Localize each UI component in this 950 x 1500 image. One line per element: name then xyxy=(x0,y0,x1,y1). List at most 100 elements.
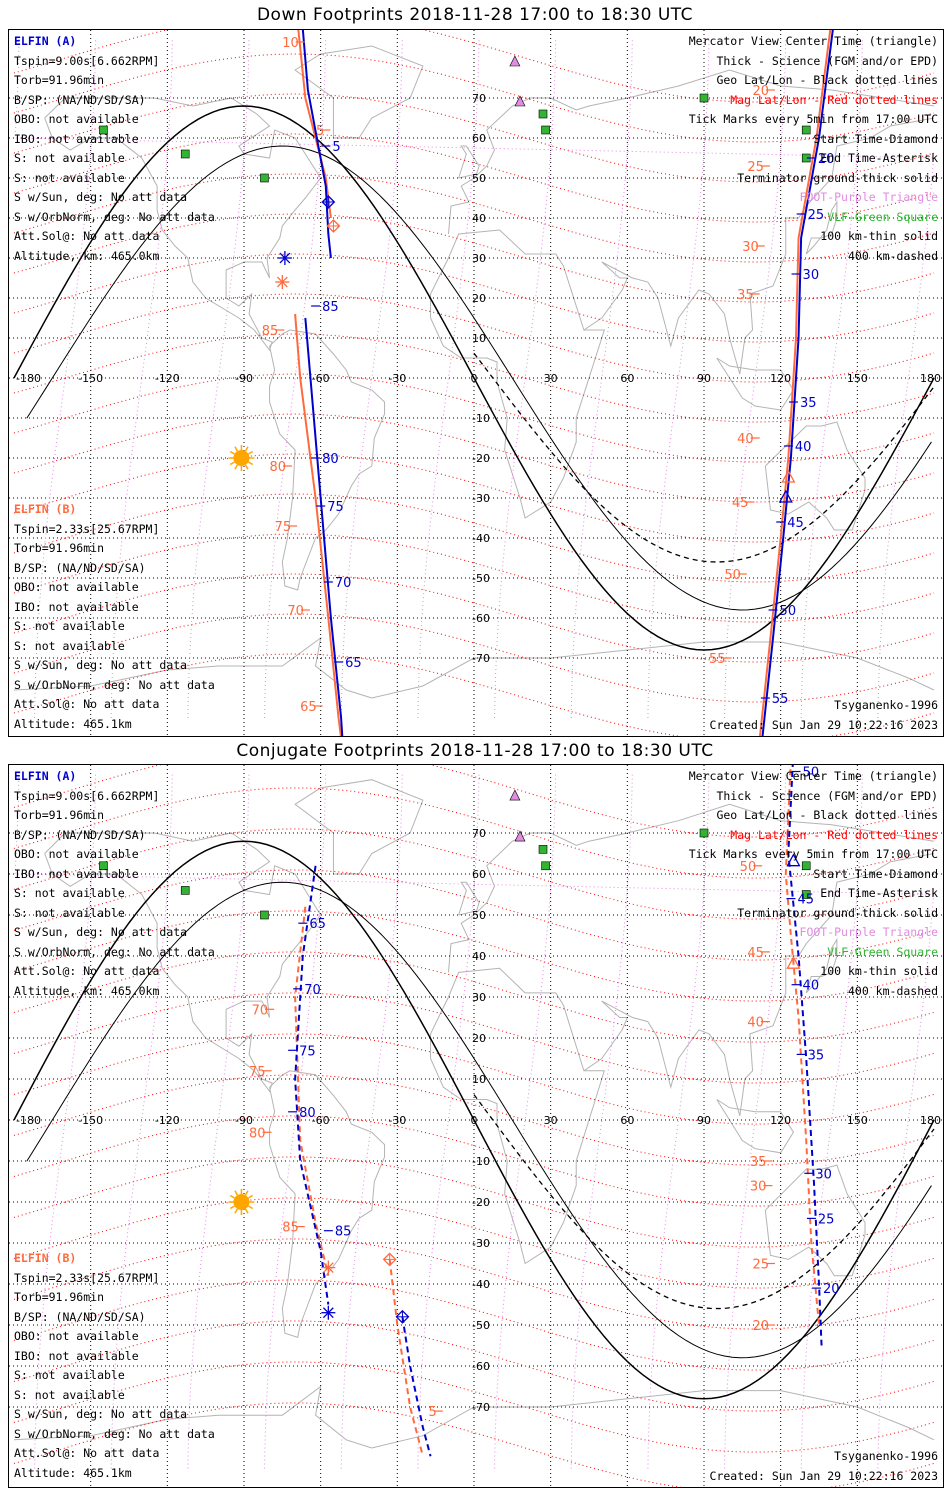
mag-parallel xyxy=(13,30,935,103)
mag-meridian xyxy=(264,771,327,1469)
legend-item: 100 km-thin solid xyxy=(820,964,938,978)
coastline xyxy=(805,937,838,994)
lat-tick-label: -20 xyxy=(472,1196,490,1209)
orbit-track xyxy=(784,765,820,1326)
lon-tick-label: 180 xyxy=(920,372,941,385)
mag-parallel xyxy=(13,93,935,183)
vlf-marker xyxy=(801,861,811,871)
map-legend: Mercator View Center Time (triangle) Thic… xyxy=(689,767,938,1001)
vlf-marker xyxy=(541,125,550,135)
coastline xyxy=(447,69,935,235)
down-footprints-map: -180 -150 -120 -90 -60 -30 0 30 60 90 120 150 180706… xyxy=(9,30,943,736)
info-line: S w/Sun, deg: No att data xyxy=(14,658,188,672)
info-line: IBO: not available xyxy=(14,599,139,614)
info-line: B/SP: (NA/ND/SD/SA) xyxy=(14,92,146,107)
lon-tick-label: -90 xyxy=(235,372,253,385)
center-triangle xyxy=(781,469,796,483)
mag-parallel xyxy=(13,493,935,583)
sun-ray xyxy=(244,464,249,470)
coastline xyxy=(13,636,372,699)
orbit-track xyxy=(294,865,330,1305)
legend-item: Start Time-Diamond xyxy=(813,131,938,146)
tick-label: 85 xyxy=(262,324,279,339)
info-line: Altitude, km: 465.0km xyxy=(14,983,160,998)
sun-ray xyxy=(229,1194,235,1199)
foot-marker xyxy=(514,95,526,107)
info-line: S: not available xyxy=(14,1368,125,1382)
info-line: OBO: not available xyxy=(14,112,139,126)
model-label: Tsyganenko-1996 xyxy=(834,698,938,712)
tick-label: 35 xyxy=(800,396,817,411)
down-footprints-panel: -180 -150 -120 -90 -60 -30 0 30 60 90 120 150 180 70 6… xyxy=(8,29,944,737)
conjugate-footprints-map: -180 -150 -120 -90 -60 -30 0 30 60 90 120 150 180706… xyxy=(9,765,943,1487)
tick-label: 45 xyxy=(787,516,804,531)
info-line: Altitude: 465.1km xyxy=(14,716,132,731)
info-line: Att.Sol@: No att data xyxy=(14,1446,160,1460)
tick-label: 80 xyxy=(269,460,286,475)
info-line: Torb=91.96min xyxy=(14,1290,105,1304)
start-diamond xyxy=(382,1252,397,1267)
sun-ray xyxy=(244,1190,249,1196)
tick-label: 25 xyxy=(752,1258,769,1273)
info-line: Altitude, km: 465.0km xyxy=(14,248,160,263)
lat-tick-label: 70 xyxy=(472,92,486,105)
lon-tick-label: -150 xyxy=(78,372,103,385)
lat-tick-label: -40 xyxy=(472,1278,490,1291)
legend-item: Terminator ground-thick solid xyxy=(737,905,938,920)
elfin-b-info: Tspin=2.33s[25.67RPM] Torb=91.96min B/SP: … xyxy=(14,1269,215,1480)
lon-tick-label: -90 xyxy=(235,1114,253,1127)
elfin-a-header: ELFIN (A) xyxy=(14,769,77,783)
coastline xyxy=(458,145,480,179)
lat-tick-label: 10 xyxy=(472,1073,486,1086)
tick-label: 40 xyxy=(795,440,812,455)
sun-disc xyxy=(233,450,250,466)
tick-label: 25 xyxy=(808,208,825,223)
tick-label: 80 xyxy=(322,452,339,467)
tick-label: 35 xyxy=(737,288,754,303)
created-timestamp: Created: Sun Jan 29 10:22:16 2023 xyxy=(709,1469,938,1483)
vlf-marker xyxy=(180,149,190,159)
tick-label: 30 xyxy=(803,268,820,283)
vlf-marker xyxy=(541,861,550,871)
coastline xyxy=(294,45,424,139)
coastline xyxy=(294,779,424,875)
tick-label: 50 xyxy=(740,860,757,875)
terminator-100km xyxy=(26,145,932,611)
tick-label: 75 xyxy=(327,500,344,515)
lat-tick-label: 40 xyxy=(472,212,486,225)
lon-tick-label: 120 xyxy=(770,1114,791,1127)
lat-tick-label: -20 xyxy=(472,452,490,465)
vlf-marker xyxy=(260,910,269,920)
coastline xyxy=(371,1390,935,1449)
model-label: Tsyganenko-1996 xyxy=(834,1449,938,1463)
foot-marker xyxy=(509,789,521,801)
info-line: S: not available xyxy=(14,619,125,633)
lat-tick-label: 50 xyxy=(472,172,486,185)
tick-label: 50 xyxy=(780,604,797,619)
legend-item: Mag Lat/Lon - Red dotted lines xyxy=(730,92,938,107)
end-asterisk xyxy=(279,252,291,264)
info-line: OBO: not available xyxy=(14,580,139,594)
lat-tick-label: -30 xyxy=(472,492,490,505)
tick-label: 70 xyxy=(287,604,304,619)
tick-label: 65 xyxy=(309,917,326,932)
legend-item: Geo Lat/Lon - Black dotted lines xyxy=(716,808,938,822)
elfin-b-header: ELFIN (B) xyxy=(14,502,77,516)
vlf-marker xyxy=(538,109,548,119)
legend-item: VLF-Green Square xyxy=(827,944,938,959)
info-line: B/SP: (NA/ND/SD/SA) xyxy=(14,560,146,575)
legend-item: Mag Lat/Lon - Red dotted lines xyxy=(730,827,938,842)
panel2-title: Conjugate Footprints 2018-11-28 17:00 to… xyxy=(236,741,714,761)
sun-ray xyxy=(244,1208,249,1214)
lon-tick-label: 60 xyxy=(620,1114,634,1127)
conjugate-footprints-panel: -180 -150 -120 -90 -60 -30 0 30 60 90 120 150 180 70 6… xyxy=(8,764,944,1488)
center-triangle xyxy=(786,955,801,969)
orbit-track xyxy=(401,1316,432,1457)
mag-parallel xyxy=(13,293,935,383)
mag-meridian xyxy=(724,771,787,1469)
info-line: S: not available xyxy=(14,151,125,165)
lat-tick-label: 50 xyxy=(472,909,486,922)
mag-meridian xyxy=(417,771,480,1469)
sun-ray xyxy=(234,464,239,470)
info-line: S w/Sun, deg: No att data xyxy=(14,1407,188,1421)
